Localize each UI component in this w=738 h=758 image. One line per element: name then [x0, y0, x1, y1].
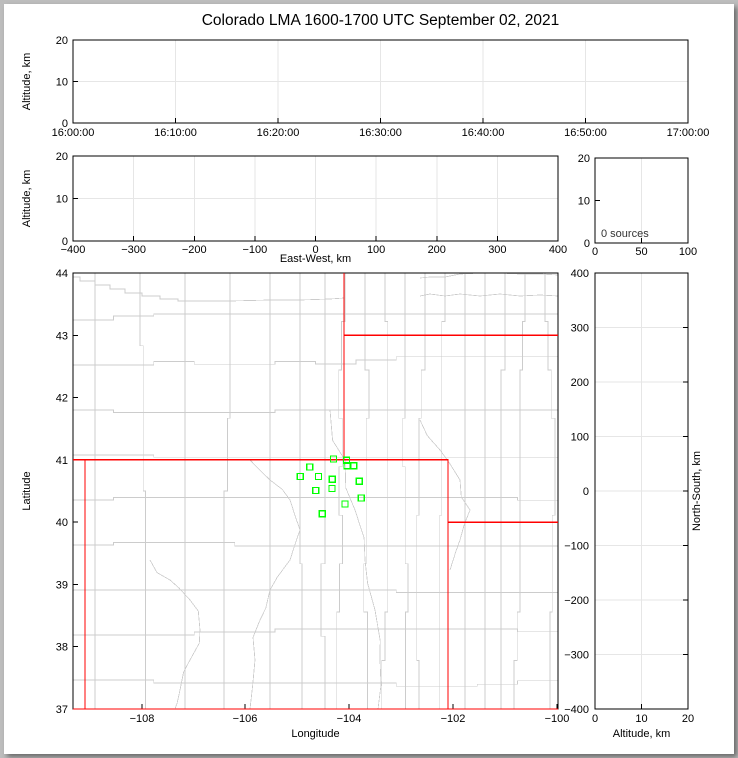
svg-text:50: 50 [635, 246, 647, 258]
svg-text:16:30:00: 16:30:00 [359, 127, 402, 139]
svg-text:20: 20 [56, 151, 68, 163]
svg-text:0: 0 [592, 246, 598, 258]
svg-text:−300: −300 [121, 244, 146, 256]
svg-text:−102: −102 [441, 713, 466, 725]
svg-text:100: 100 [367, 244, 385, 256]
svg-text:41: 41 [56, 455, 68, 467]
svg-text:−200: −200 [182, 244, 207, 256]
svg-text:East-West, km: East-West, km [280, 253, 351, 265]
svg-text:0: 0 [592, 713, 598, 725]
svg-text:43: 43 [56, 330, 68, 342]
svg-text:16:10:00: 16:10:00 [154, 127, 197, 139]
svg-text:0: 0 [583, 486, 589, 498]
svg-text:−100: −100 [564, 541, 589, 553]
svg-text:−104: −104 [337, 713, 362, 725]
svg-text:Colorado LMA 1600-1700 UTC Sep: Colorado LMA 1600-1700 UTC September 02,… [202, 12, 560, 29]
svg-text:16:20:00: 16:20:00 [257, 127, 300, 139]
svg-text:−200: −200 [564, 595, 589, 607]
svg-text:Altitude, km: Altitude, km [613, 728, 670, 740]
svg-text:16:40:00: 16:40:00 [462, 127, 505, 139]
svg-text:39: 39 [56, 579, 68, 591]
svg-text:200: 200 [571, 377, 589, 389]
svg-text:−400: −400 [61, 244, 86, 256]
svg-text:40: 40 [56, 517, 68, 529]
svg-text:0: 0 [584, 238, 590, 250]
svg-text:400: 400 [549, 244, 567, 256]
svg-text:200: 200 [428, 244, 446, 256]
svg-text:North-South, km: North-South, km [691, 451, 703, 531]
svg-text:10: 10 [56, 194, 68, 206]
svg-text:20: 20 [578, 153, 590, 165]
svg-text:−100: −100 [242, 244, 267, 256]
svg-text:Latitude: Latitude [21, 471, 33, 510]
svg-text:100: 100 [571, 432, 589, 444]
svg-text:16:50:00: 16:50:00 [564, 127, 607, 139]
svg-text:10: 10 [635, 713, 647, 725]
svg-text:Longitude: Longitude [291, 728, 339, 740]
svg-text:Altitude, km: Altitude, km [21, 53, 33, 110]
svg-text:300: 300 [571, 323, 589, 335]
svg-text:100: 100 [679, 246, 697, 258]
svg-text:44: 44 [56, 268, 68, 280]
svg-text:300: 300 [488, 244, 506, 256]
svg-text:16:00:00: 16:00:00 [52, 127, 95, 139]
svg-text:−106: −106 [233, 713, 258, 725]
svg-text:−300: −300 [564, 650, 589, 662]
svg-text:10: 10 [578, 196, 590, 208]
svg-text:−108: −108 [130, 713, 155, 725]
svg-text:Altitude, km: Altitude, km [21, 170, 33, 227]
svg-text:10: 10 [56, 77, 68, 89]
svg-text:38: 38 [56, 642, 68, 654]
svg-text:37: 37 [56, 704, 68, 716]
svg-text:42: 42 [56, 393, 68, 405]
svg-text:20: 20 [56, 35, 68, 47]
svg-text:400: 400 [571, 268, 589, 280]
svg-text:0 sources: 0 sources [601, 228, 649, 240]
svg-text:−400: −400 [564, 704, 589, 716]
svg-text:17:00:00: 17:00:00 [667, 127, 710, 139]
svg-text:20: 20 [682, 713, 694, 725]
